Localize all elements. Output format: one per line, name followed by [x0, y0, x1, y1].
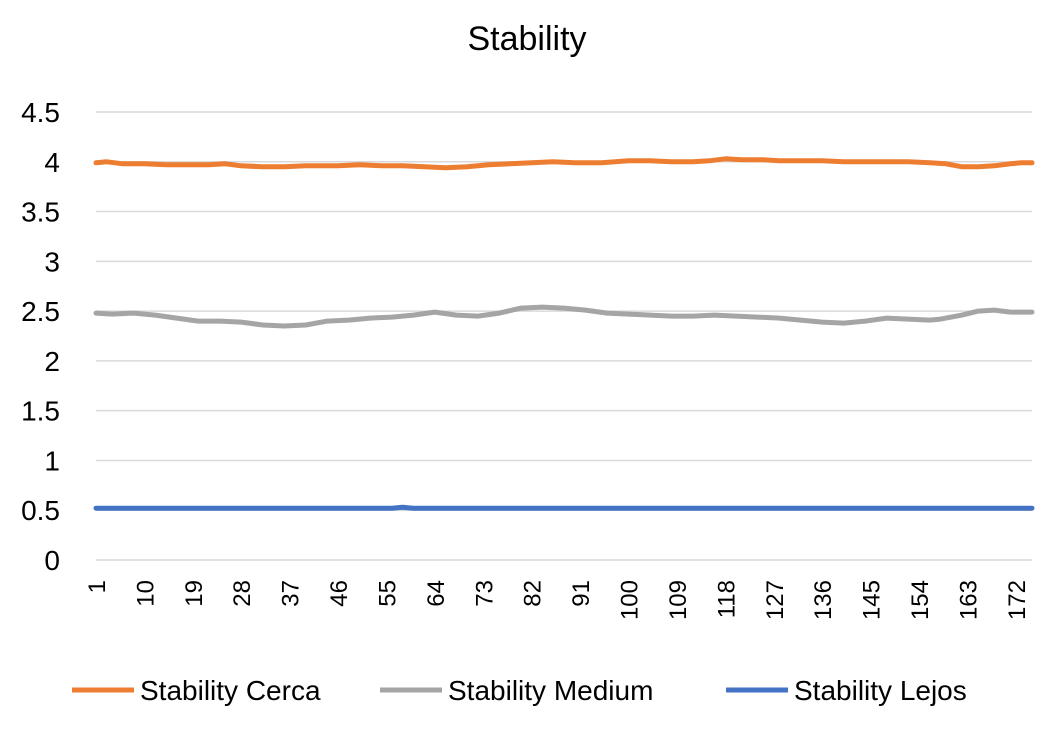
y-tick-label-6: 3 — [44, 246, 60, 277]
x-tick-label-7: 64 — [423, 580, 450, 607]
y-axis-ticks: 0 0.5 1 1.5 2 2.5 3 3.5 4 4.5 — [21, 97, 60, 576]
x-tick-label-10: 91 — [568, 580, 595, 607]
x-axis-ticks: 1 10 19 28 37 46 55 64 73 82 91 100 109 118 127 136 145 1… — [84, 580, 1031, 620]
y-tick-label-8: 4 — [44, 147, 60, 178]
x-tick-label-15: 136 — [810, 580, 837, 620]
x-tick-label-4: 37 — [278, 580, 305, 607]
y-tick-label-3: 1.5 — [21, 396, 60, 427]
x-tick-label-17: 154 — [907, 580, 934, 620]
x-tick-label-11: 100 — [617, 580, 644, 620]
x-tick-label-1: 10 — [132, 580, 159, 607]
x-tick-label-8: 73 — [471, 580, 498, 607]
y-tick-label-9: 4.5 — [21, 97, 60, 128]
legend: Stability Cerca Stability Medium Stability… — [72, 675, 967, 706]
x-tick-label-16: 145 — [859, 580, 886, 620]
y-tick-label-2: 1 — [44, 445, 60, 476]
x-tick-label-9: 82 — [520, 580, 547, 607]
x-tick-label-19: 172 — [1004, 580, 1031, 620]
series-layer — [93, 156, 1035, 511]
y-tick-label-5: 2.5 — [21, 296, 60, 327]
y-tick-label-1: 0.5 — [21, 495, 60, 526]
x-tick-label-12: 109 — [665, 580, 692, 620]
y-tick-label-7: 3.5 — [21, 197, 60, 228]
x-tick-label-6: 55 — [374, 580, 401, 607]
series-line-1 — [93, 304, 1035, 329]
x-tick-label-0: 1 — [84, 580, 111, 593]
x-tick-label-2: 19 — [181, 580, 208, 607]
grid-layer — [96, 111, 1032, 561]
series-line-0 — [93, 156, 1035, 171]
x-tick-label-14: 127 — [762, 580, 789, 620]
y-tick-label-4: 2 — [44, 346, 60, 377]
legend-label-0: Stability Cerca — [140, 675, 321, 706]
x-tick-label-18: 163 — [955, 580, 982, 620]
y-tick-label-0: 0 — [44, 545, 60, 576]
chart-title: Stability — [467, 20, 587, 58]
x-tick-label-5: 46 — [326, 580, 353, 607]
legend-label-1: Stability Medium — [448, 675, 653, 706]
x-tick-label-13: 118 — [713, 580, 740, 618]
x-tick-label-3: 28 — [229, 580, 256, 607]
series-line-2 — [93, 504, 1035, 511]
legend-label-2: Stability Lejos — [794, 675, 967, 706]
